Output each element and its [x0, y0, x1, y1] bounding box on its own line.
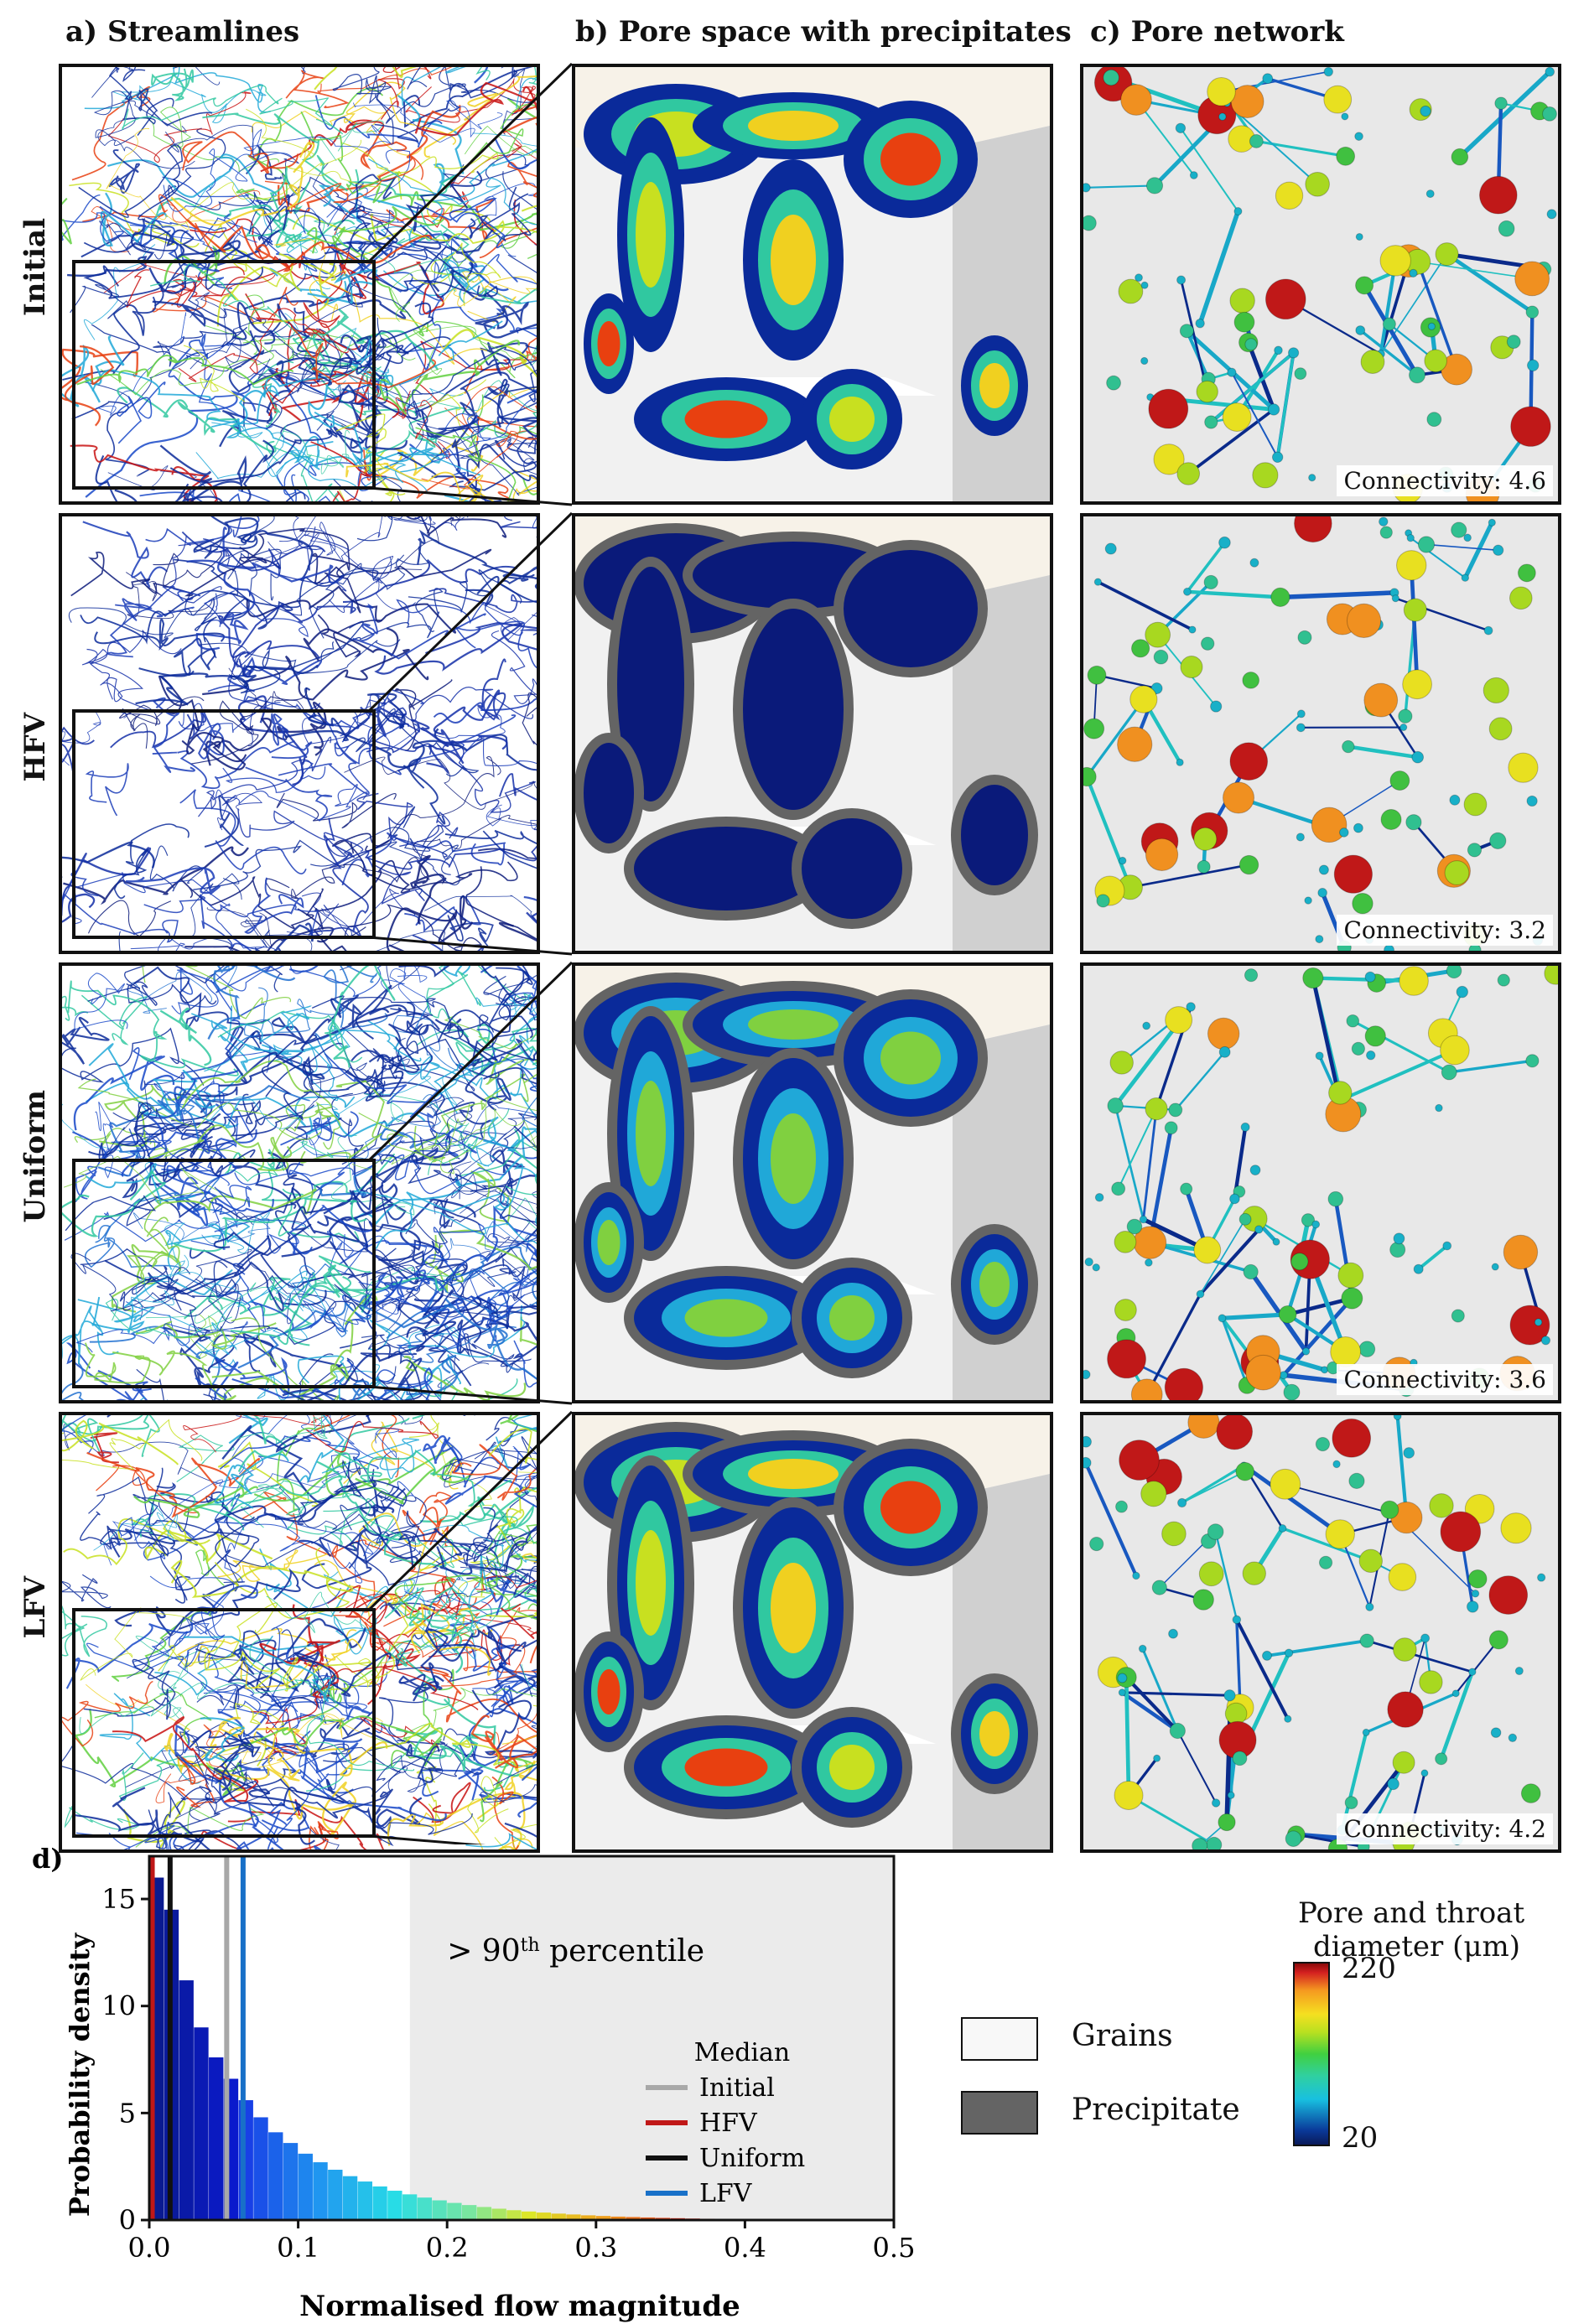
pore-space-panel-initial: [572, 64, 1053, 505]
column-title-pore-space: b) Pore space with precipitates: [575, 15, 1072, 49]
histogram-bar: [417, 2197, 433, 2220]
histogram-bar: [268, 2132, 283, 2220]
histogram-bar: [595, 2216, 611, 2220]
colorbar-min-label: 20: [1342, 2121, 1379, 2155]
chart-frame: [148, 1855, 896, 2222]
histogram-bar: [342, 2176, 358, 2220]
x-tick-label: 0.2: [426, 2232, 469, 2264]
histogram-bar: [447, 2202, 462, 2220]
pore-network-panel-initial: Connectivity: 4.6: [1080, 64, 1561, 505]
connectivity-label: Connectivity: 3.2: [1337, 915, 1553, 946]
colorbar: [1293, 1962, 1330, 2146]
column-title-pore-network: c) Pore network: [1090, 15, 1344, 49]
x-tick-label: 0.3: [574, 2232, 617, 2264]
zoom-connector-top: [367, 62, 574, 263]
streamlines-panel-initial: [59, 64, 540, 505]
x-tick-label: 0.1: [277, 2232, 319, 2264]
pore-network-panel-uniform: Connectivity: 3.6: [1080, 962, 1561, 1403]
colorbar-max-label: 220: [1342, 1952, 1396, 1985]
zoom-connector-bottom: [368, 1385, 573, 1405]
percentile-shaded-region: [409, 1856, 894, 2220]
x-tick-label: 0.5: [873, 2232, 916, 2264]
histogram-bar: [328, 2170, 343, 2220]
histogram-bar: [551, 2213, 566, 2220]
zoom-connector-bottom: [368, 486, 573, 506]
streamlines-panel-hfv: [59, 513, 540, 954]
histogram-bar: [432, 2200, 447, 2220]
grains-swatch: [961, 2017, 1038, 2061]
y-tick-label: 0: [119, 2204, 136, 2236]
column-title-streamlines: a) Streamlines: [65, 15, 300, 49]
colorbar-title-line1: Pore and throat: [1298, 1896, 1525, 1930]
connectivity-label: Connectivity: 4.2: [1337, 1813, 1553, 1844]
percentile-label: > 90th percentile: [447, 1934, 704, 1969]
zoom-connector-top: [367, 511, 574, 713]
y-tick-label: 10: [101, 1990, 136, 2022]
histogram-bar: [626, 2217, 641, 2220]
median-legend-title: Median: [694, 2038, 790, 2067]
histogram-bar: [253, 2117, 268, 2220]
histogram-bar: [566, 2214, 581, 2220]
zoom-connector-top: [367, 1410, 574, 1611]
precipitate-label: Precipitate: [1072, 2093, 1240, 2127]
histogram-bar: [209, 2057, 224, 2220]
colorbar-title-line2: diameter (μm): [1313, 1930, 1520, 1963]
pore-space-panel-uniform: [572, 962, 1053, 1403]
histogram-bar: [179, 1980, 194, 2220]
histogram-bar: [298, 2153, 313, 2220]
legend-label-lfv: LFV: [699, 2179, 753, 2208]
zoom-connector-top: [367, 961, 574, 1162]
grains-label: Grains: [1072, 2019, 1173, 2053]
histogram-bar: [641, 2217, 656, 2220]
zoom-connectors: [367, 62, 574, 1844]
precipitate-swatch: [961, 2091, 1038, 2135]
histogram-bar: [387, 2191, 402, 2220]
x-tick-label: 0.4: [724, 2232, 766, 2264]
chart-xlabel: Normalised flow magnitude: [299, 2290, 740, 2323]
histogram-bar: [476, 2207, 492, 2220]
pore-network-panel-lfv: Connectivity: 4.2: [1080, 1412, 1561, 1853]
legend-label-hfv: HFV: [699, 2109, 758, 2138]
streamlines-panel-uniform: [59, 962, 540, 1403]
streamlines-panel-lfv: [59, 1412, 540, 1853]
connectivity-label: Connectivity: 4.6: [1337, 465, 1553, 496]
chart-ylabel: Probability density: [64, 1932, 96, 2217]
histogram-bar: [522, 2211, 537, 2220]
histogram-chart: d) Probability density Normalised flow m…: [32, 1843, 916, 2323]
histogram-bar: [491, 2208, 506, 2220]
pore-space-panel-hfv: [572, 513, 1053, 954]
histogram-bar: [402, 2194, 418, 2220]
histogram-bar: [610, 2216, 626, 2220]
histogram-bar: [313, 2162, 328, 2220]
histogram-bar: [506, 2210, 522, 2220]
histogram-bar: [357, 2181, 372, 2220]
zoom-connector-bottom: [368, 1834, 486, 1844]
y-tick-label: 15: [101, 1883, 136, 1915]
histogram-bar: [461, 2205, 477, 2220]
zoom-connector-bottom: [368, 936, 573, 956]
histogram-bar: [283, 2143, 299, 2220]
histogram-bar: [536, 2212, 552, 2220]
connectivity-label: Connectivity: 3.6: [1337, 1364, 1553, 1395]
histogram-bar: [372, 2186, 387, 2220]
legend-label-uniform: Uniform: [699, 2144, 805, 2173]
pore-space-panel-lfv: [572, 1412, 1053, 1853]
legend-label-initial: Initial: [699, 2073, 775, 2103]
x-tick-label: 0.0: [128, 2232, 171, 2264]
histogram-bar: [194, 2027, 209, 2220]
histogram-bar: [581, 2215, 596, 2220]
chart-panel-label: d): [32, 1843, 64, 1875]
pore-network-panel-hfv: Connectivity: 3.2: [1080, 513, 1561, 954]
y-tick-label: 5: [119, 2097, 136, 2129]
